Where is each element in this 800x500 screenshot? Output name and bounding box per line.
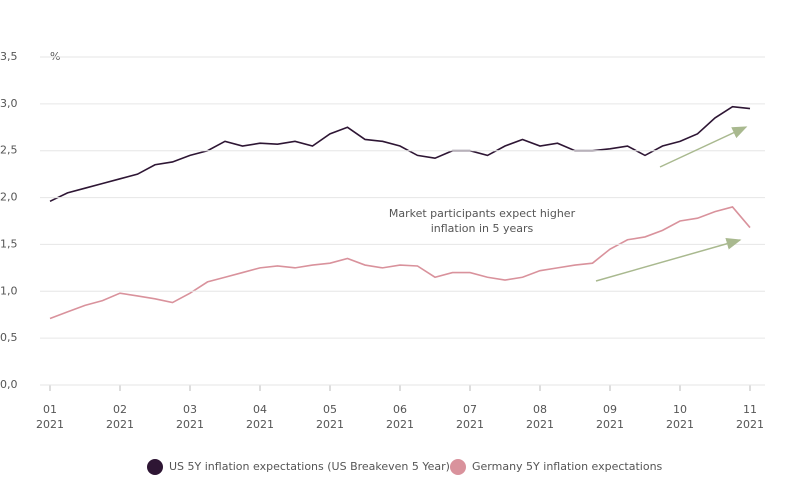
x-tick-label: 07 [463, 403, 477, 416]
annotation: inflation in 5 years [431, 222, 534, 235]
y-tick-label: 3,5 [0, 50, 18, 63]
y-tick-label: 1,5 [0, 237, 18, 250]
x-tick-label: 05 [323, 403, 337, 416]
y-tick-label: 2,0 [0, 191, 18, 204]
x-tick-label: 11 [743, 403, 757, 416]
arrow [595, 237, 742, 282]
y-tick-label: 0,5 [0, 331, 18, 344]
y-tick-label: 3,0 [0, 97, 18, 110]
x-tick-label: 04 [253, 403, 267, 416]
x-tick-label: 2021 [526, 418, 554, 431]
legend-label: Germany 5Y inflation expectations [472, 460, 663, 473]
x-tick-label: 2021 [246, 418, 274, 431]
y-tick-label: 1,0 [0, 284, 18, 297]
x-tick-label: 2021 [106, 418, 134, 431]
x-tick-label: 2021 [176, 418, 204, 431]
x-tick-label: 2021 [316, 418, 344, 431]
x-tick-label: 2021 [36, 418, 64, 431]
x-tick-label: 03 [183, 403, 197, 416]
x-tick-label: 08 [533, 403, 547, 416]
legend-marker [147, 459, 163, 475]
annotation: Market participants expect higher [389, 207, 576, 220]
x-tick-label: 2021 [736, 418, 764, 431]
y-tick-label: 0,0 [0, 378, 18, 391]
line [49, 105, 751, 203]
x-tick-label: 06 [393, 403, 407, 416]
x-tick-label: 2021 [386, 418, 414, 431]
x-tick-label: 2021 [596, 418, 624, 431]
legend-marker [450, 459, 466, 475]
x-tick-label: 10 [673, 403, 687, 416]
y-tick-label: 2,5 [0, 144, 18, 157]
x-tick-label: 01 [43, 403, 57, 416]
x-tick-label: 2021 [456, 418, 484, 431]
x-tick-label: 2021 [666, 418, 694, 431]
arrow [659, 126, 748, 168]
line [49, 206, 751, 320]
x-tick-label: 02 [113, 403, 127, 416]
x-tick-label: 09 [603, 403, 617, 416]
legend-label: US 5Y inflation expectations (US Breakev… [169, 460, 450, 473]
